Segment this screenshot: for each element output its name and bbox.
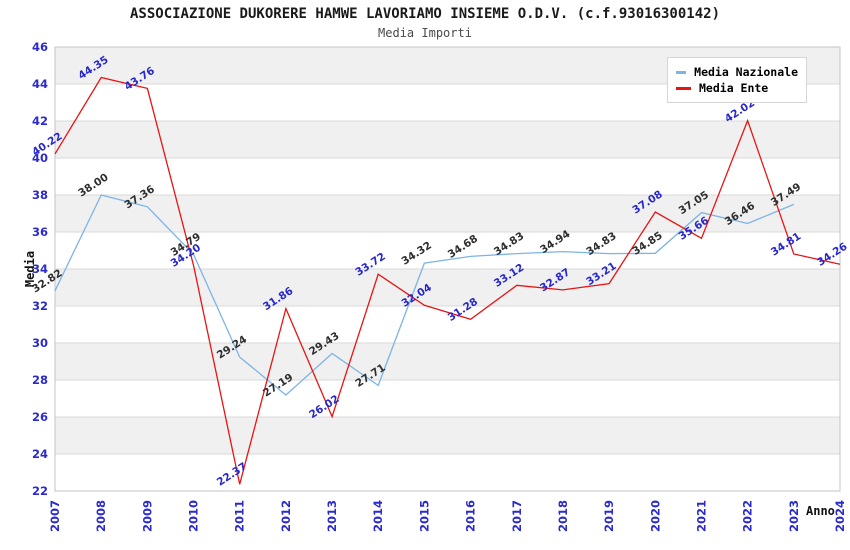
y-tick-label: 30: [32, 336, 48, 350]
x-tick-label: 2018: [556, 500, 570, 532]
legend: Media Nazionale Media Ente: [667, 57, 807, 103]
legend-item-media-ente: Media Ente: [676, 80, 798, 96]
x-tick-label: 2020: [648, 500, 662, 532]
y-axis-title: Media: [23, 250, 37, 288]
x-tick-label: 2008: [94, 500, 108, 532]
legend-swatch-ente-icon: [676, 86, 691, 90]
x-tick-label: 2015: [417, 500, 431, 532]
data-label: 34.32: [400, 239, 434, 267]
x-tick-label: 2009: [140, 500, 154, 532]
grid-band: [55, 417, 840, 454]
series-line-media-ente: [54, 76, 841, 485]
x-tick-label: 2019: [602, 500, 616, 532]
legend-item-media-nazionale: Media Nazionale: [676, 64, 798, 80]
x-tick-label: 2022: [741, 500, 755, 532]
y-tick-label: 26: [32, 410, 48, 424]
y-tick-label: 40: [32, 151, 48, 165]
x-tick-label: 2012: [279, 500, 293, 532]
legend-label: Media Ente: [699, 81, 769, 95]
y-tick-label: 28: [32, 373, 48, 387]
chart-subtitle: Media Importi: [378, 26, 472, 40]
y-tick-label: 34: [32, 262, 48, 276]
y-tick-label: 42: [32, 114, 48, 128]
x-tick-label: 2016: [464, 500, 478, 532]
y-tick-label: 38: [32, 188, 48, 202]
y-tick-label: 44: [32, 77, 48, 91]
grid-band: [55, 343, 840, 380]
x-tick-label: 2023: [787, 500, 801, 532]
plot-border: [54, 46, 841, 492]
legend-swatch-nazionale-icon: [676, 70, 687, 74]
chart-title: ASSOCIAZIONE DUKORERE HAMWE LAVORIAMO IN…: [129, 6, 720, 22]
series-line-media-nazionale: [54, 194, 795, 396]
grid-band: [55, 269, 840, 306]
x-tick-label: 2021: [694, 500, 708, 532]
legend-label: Media Nazionale: [694, 65, 798, 79]
data-label: 22.37: [215, 461, 249, 489]
y-tick-label: 32: [32, 299, 48, 313]
x-tick-label: 2010: [187, 500, 201, 532]
y-tick-label: 24: [32, 447, 48, 461]
x-tick-label: 2013: [325, 500, 339, 532]
x-tick-label: 2011: [233, 500, 247, 532]
x-tick-label: 2024: [833, 500, 847, 532]
x-tick-label: 2014: [371, 500, 385, 532]
y-tick-label: 22: [32, 484, 48, 498]
x-tick-label: 2017: [510, 500, 524, 532]
data-label: 34.26: [815, 241, 849, 269]
y-tick-label: 46: [32, 40, 48, 54]
x-axis-title: Anno: [806, 504, 835, 518]
x-tick-label: 2007: [48, 500, 62, 532]
grid-band: [55, 121, 840, 158]
grid-band: [55, 195, 840, 232]
y-tick-label: 36: [32, 225, 48, 239]
